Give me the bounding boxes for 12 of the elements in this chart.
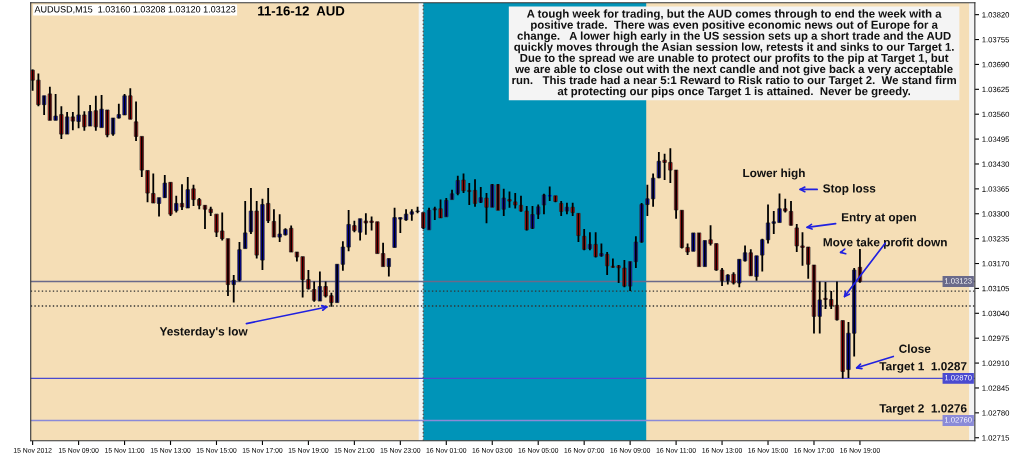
annotation: Entry at open	[841, 213, 916, 224]
annotation: Target 2 1.0276	[879, 404, 967, 415]
chart-subtitle: 11-16-12 AUD	[258, 6, 345, 16]
annotation: Yesterday's low	[159, 326, 248, 338]
annotation: Lower high	[743, 168, 805, 180]
annotation: Target 1 1.0287	[879, 362, 967, 373]
annotation: Stop loss	[823, 183, 876, 195]
annotation: Close	[899, 344, 931, 353]
chart-title: AUDUSD,M15 1.03160 1.03208 1.03120 1.03123	[34, 6, 236, 14]
annotation: Move take profit down	[823, 237, 947, 249]
candlestick	[576, 212, 581, 243]
annotation: A tough week for trading, but the AUD comes through to end the week with a positive trade. There was even positive economic news out of Europe for a change. A lower high early in the US session sets up a short trade and the AUD quickly moves through the Asian session low, retests it and sinks to our Target 1. Due to the spread we are unable to protect our profits to the pip at Target 1, but we are able to close out with the next candle and not give back a very acceptable run. This trade had a near 5:1 Reward to Risk ratio to our Target 2. We stand firm at protecting our pips once Target 1 is attained. Never be greedy.	[512, 9, 956, 98]
